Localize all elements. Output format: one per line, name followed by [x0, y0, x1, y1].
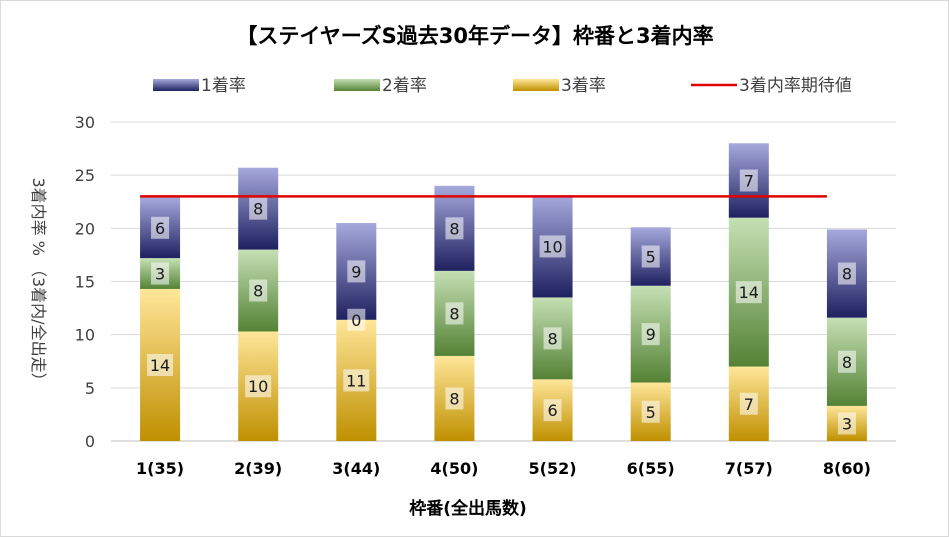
segment-label: 14: [150, 356, 170, 375]
segment-label: 3: [842, 414, 852, 433]
segment-label: 9: [351, 262, 361, 281]
legend-label: 3着率: [561, 76, 606, 96]
segment-label: 10: [542, 237, 562, 256]
segment-label-bg: [151, 262, 170, 285]
legend-swatch: [334, 79, 380, 91]
segment-label: 5: [646, 403, 656, 422]
segment-label-bg: [837, 350, 856, 373]
segment-label-bg: [641, 323, 660, 346]
x-tick-label: 5(52): [529, 459, 577, 478]
x-tick-label: 8(60): [823, 459, 871, 478]
segment-labels: 14 3 6 10 8 8 11 0 9 8 8 8 6 8 10 5 9 5 7 14 7 3 8 8: [147, 169, 856, 435]
segment-label: 14: [739, 283, 759, 302]
segment-label: 8: [253, 282, 263, 301]
y-tick-label: 25: [75, 166, 95, 185]
legend-swatch: [153, 79, 199, 91]
segment-label: 8: [449, 219, 459, 238]
segment-label-bg: [641, 400, 660, 423]
segment-label-bg: [347, 308, 366, 331]
segment-label: 5: [646, 248, 656, 267]
legend-label: 2着率: [382, 76, 427, 96]
segment-label: 8: [842, 265, 852, 284]
segment-label-bg: [837, 412, 856, 435]
segment-label-bg: [641, 245, 660, 268]
x-axis-ticks: 1(35) 2(39) 3(44) 4(50) 5(52) 6(55) 7(57) 8(60): [136, 459, 871, 478]
segment-label: 7: [744, 395, 754, 414]
gridlines: [111, 121, 896, 442]
segment-label: 8: [842, 353, 852, 372]
y-tick-label: 15: [75, 273, 95, 292]
segment-label: 0: [351, 311, 361, 330]
segment-label: 7: [744, 171, 754, 190]
segment-label-bg: [445, 387, 464, 410]
segment-label: 6: [155, 219, 165, 238]
segment-label: 8: [449, 389, 459, 408]
legend-swatch: [513, 79, 559, 91]
x-tick-label: 1(35): [136, 459, 184, 478]
y-tick-label: 10: [75, 326, 95, 345]
x-tick-label: 4(50): [430, 459, 478, 478]
legend: 1着率 2着率 3着率 3着内率期待値: [153, 76, 852, 96]
segment-label: 3: [155, 265, 165, 284]
x-tick-label: 2(39): [234, 459, 282, 478]
y-axis-title: 3着内率 % （3着内/全出走）: [29, 177, 48, 388]
segment-label-bg: [245, 375, 272, 398]
x-tick-label: 7(57): [725, 459, 773, 478]
segment-label: 8: [253, 200, 263, 219]
y-tick-label: 5: [85, 379, 95, 398]
y-axis-ticks: 0 5 10 15 20 25 30: [75, 113, 95, 451]
segment-label-bg: [445, 302, 464, 325]
segment-label: 11: [346, 371, 366, 390]
x-axis-title: 枠番(全出馬数): [409, 498, 527, 519]
legend-label: 3着内率期待値: [739, 76, 852, 96]
chart-title: 【ステイヤーズS過去30年データ】枠番と3着内率: [236, 24, 713, 48]
segment-label-bg: [543, 399, 562, 422]
segment-label-bg: [543, 327, 562, 350]
y-tick-label: 0: [85, 432, 95, 451]
segment-label-bg: [347, 260, 366, 283]
segment-label: 10: [248, 377, 268, 396]
segment-label: 9: [646, 325, 656, 344]
segment-label-bg: [837, 262, 856, 285]
segment-label: 8: [547, 329, 557, 348]
y-tick-label: 20: [75, 219, 95, 238]
segment-label-bg: [147, 353, 174, 376]
segment-label-bg: [249, 197, 268, 220]
segment-label-bg: [735, 281, 762, 304]
segment-label-bg: [249, 279, 268, 302]
y-tick-label: 30: [75, 113, 95, 132]
x-tick-label: 6(55): [627, 459, 675, 478]
segment-label-bg: [539, 235, 566, 258]
segment-label-bg: [739, 392, 758, 415]
segment-label-bg: [445, 217, 464, 240]
segment-label-bg: [343, 369, 370, 392]
legend-label: 1着率: [201, 76, 246, 96]
segment-label: 6: [547, 401, 557, 420]
segment-label-bg: [151, 216, 170, 239]
segment-label-bg: [739, 169, 758, 192]
x-tick-label: 3(44): [332, 459, 380, 478]
segment-label: 8: [449, 304, 459, 323]
